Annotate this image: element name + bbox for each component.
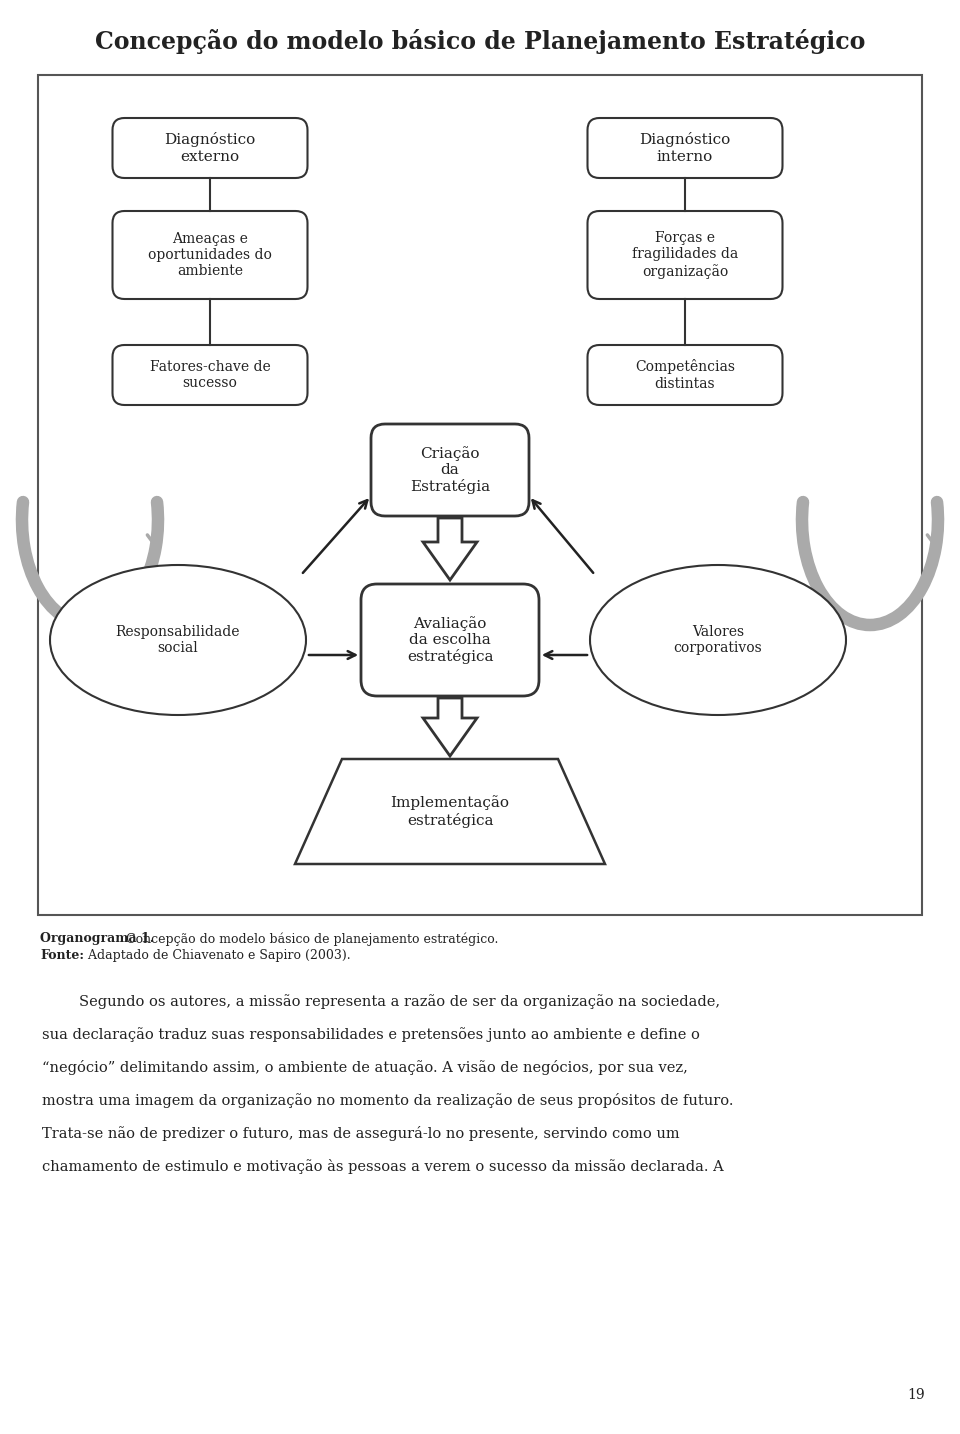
Bar: [38, 75, 922, 915]
Text: Diagnóstico
externo: Diagnóstico externo: [164, 132, 255, 163]
FancyBboxPatch shape: [112, 211, 307, 300]
Text: Fatores-chave de
sucesso: Fatores-chave de sucesso: [150, 360, 271, 390]
Polygon shape: [423, 518, 477, 579]
Text: Concepção do modelo básico de Planejamento Estratégico: Concepção do modelo básico de Planejamen…: [95, 30, 865, 54]
Text: Concepção do modelo básico de planejamento estratégico.: Concepção do modelo básico de planejamen…: [122, 932, 498, 945]
Text: Avaliação
da escolha
estratégica: Avaliação da escolha estratégica: [407, 615, 493, 664]
Text: 19: 19: [907, 1388, 924, 1402]
Text: sua declaração traduz suas responsabilidades e pretensões junto ao ambiente e de: sua declaração traduz suas responsabilid…: [42, 1027, 700, 1043]
FancyBboxPatch shape: [588, 118, 782, 178]
Text: Fonte:: Fonte:: [40, 949, 84, 962]
Ellipse shape: [590, 565, 846, 716]
Text: mostra uma imagem da organização no momento da realização de seus propósitos de : mostra uma imagem da organização no mome…: [42, 1093, 733, 1108]
Text: Forças e
fragilidades da
organização: Forças e fragilidades da organização: [632, 231, 738, 278]
Text: Implementação
estratégica: Implementação estratégica: [391, 796, 510, 827]
Text: Valores
corporativos: Valores corporativos: [674, 625, 762, 655]
Polygon shape: [295, 759, 605, 865]
Text: Organograma 1.: Organograma 1.: [40, 932, 155, 945]
Ellipse shape: [50, 565, 306, 716]
FancyBboxPatch shape: [112, 346, 307, 404]
Text: Responsabilidade
social: Responsabilidade social: [116, 625, 240, 655]
FancyBboxPatch shape: [588, 346, 782, 404]
FancyBboxPatch shape: [112, 118, 307, 178]
Text: Diagnóstico
interno: Diagnóstico interno: [639, 132, 731, 163]
Text: chamamento de estimulo e motivação às pessoas a verem o sucesso da missão declar: chamamento de estimulo e motivação às pe…: [42, 1159, 724, 1174]
Polygon shape: [423, 698, 477, 756]
Text: “negócio” delimitando assim, o ambiente de atuação. A visão de negócios, por sua: “negócio” delimitando assim, o ambiente …: [42, 1060, 688, 1076]
FancyBboxPatch shape: [588, 211, 782, 300]
Text: Ameaças e
oportunidades do
ambiente: Ameaças e oportunidades do ambiente: [148, 232, 272, 278]
FancyBboxPatch shape: [371, 424, 529, 516]
Text: Adaptado de Chiavenato e Sapiro (2003).: Adaptado de Chiavenato e Sapiro (2003).: [84, 949, 350, 962]
Text: Competências
distintas: Competências distintas: [635, 360, 735, 390]
Text: Trata-se não de predizer o futuro, mas de assegurá-lo no presente, servindo como: Trata-se não de predizer o futuro, mas d…: [42, 1126, 680, 1141]
Text: Segundo os autores, a missão representa a razão de ser da organização na socieda: Segundo os autores, a missão representa …: [42, 994, 720, 1010]
Text: Criação
da
Estratégia: Criação da Estratégia: [410, 446, 490, 495]
FancyBboxPatch shape: [361, 584, 539, 695]
